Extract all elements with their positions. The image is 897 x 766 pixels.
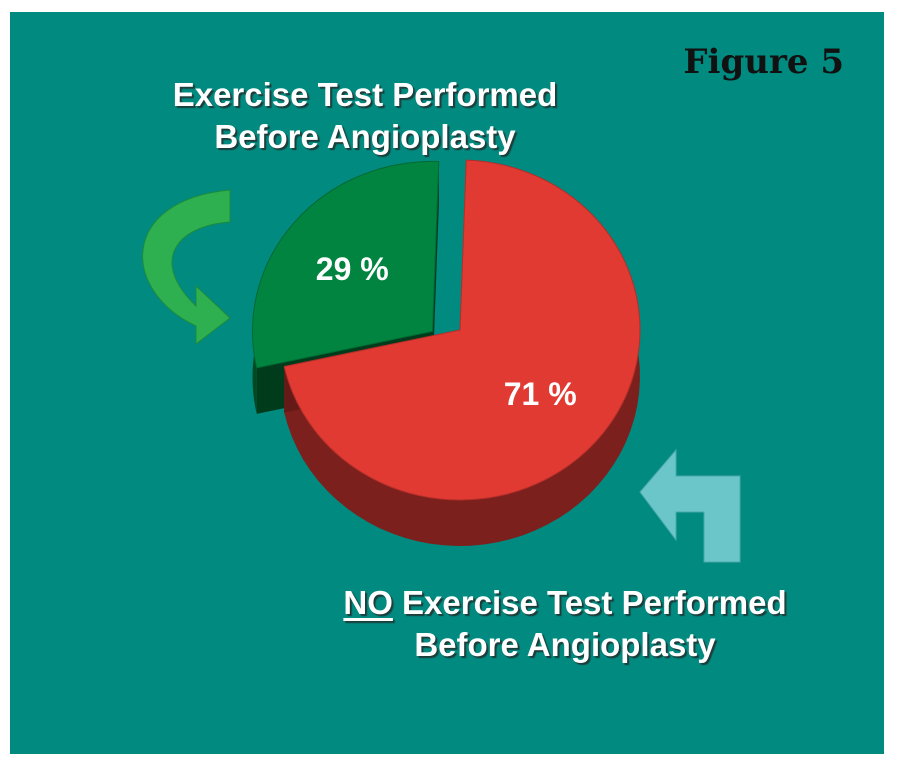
- caption-exercise-line2: Before Angioplasty: [214, 118, 516, 155]
- caption-no-exercise-line1-rest: Exercise Test Performed: [392, 584, 787, 621]
- slice-label-0: 29 %: [316, 251, 389, 287]
- curved-arrow-icon: [142, 189, 231, 346]
- slice-label-1: 71 %: [504, 376, 577, 412]
- caption-exercise: Exercise Test Performed Before Angioplas…: [105, 74, 625, 158]
- caption-no-prefix: NO: [343, 584, 393, 621]
- caption-exercise-line1: Exercise Test Performed: [172, 76, 558, 113]
- caption-no-exercise-line1: NO Exercise Test Performed: [285, 582, 845, 624]
- corner-arrow-icon: [639, 448, 741, 563]
- figure-panel: Figure 5 Exercise Test Performed Before …: [10, 12, 884, 754]
- caption-no-exercise: NO Exercise Test Performed Before Angiop…: [285, 582, 845, 666]
- pie-slice-1: [283, 159, 641, 501]
- figure-label: Figure 5: [683, 42, 844, 82]
- pie-slice-0: [252, 160, 440, 369]
- caption-no-exercise-line2: Before Angioplasty: [414, 626, 716, 663]
